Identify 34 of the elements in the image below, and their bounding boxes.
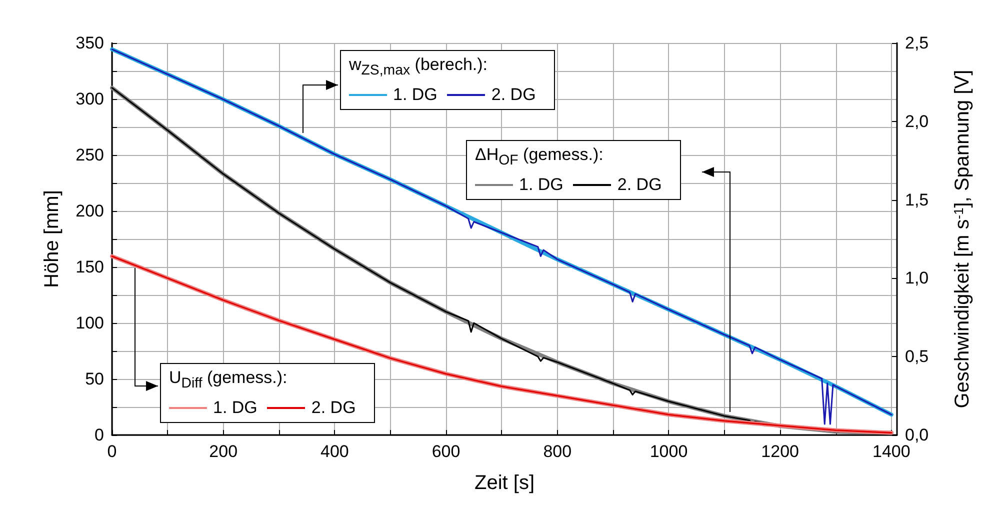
x-tick-label: 1000 bbox=[650, 442, 688, 461]
annotation: w$_{ZS,max}$ (berech.): bbox=[349, 54, 489, 80]
legend-label: 1. DG bbox=[393, 84, 438, 106]
y-tick-label: 300 bbox=[76, 90, 104, 108]
x-tick-label: 1200 bbox=[761, 442, 799, 461]
y-tick-label: 350 bbox=[76, 34, 104, 52]
y-tick-label: 150 bbox=[76, 258, 104, 276]
y2-tick-label: 0,0 bbox=[905, 426, 929, 444]
y2-tick-label: 0,5 bbox=[905, 347, 929, 366]
x-tick-label: 800 bbox=[543, 442, 572, 461]
x-tick-label: 200 bbox=[209, 442, 238, 461]
x-tick-label: 400 bbox=[320, 442, 349, 461]
y-tick-label: 0 bbox=[94, 426, 104, 444]
y-tick-label: 250 bbox=[76, 146, 104, 164]
legend-label: 2. DG bbox=[617, 174, 662, 196]
legend-label: 1. DG bbox=[213, 397, 258, 419]
annotation: U$_{Diff}$ (gemess.): bbox=[169, 367, 288, 394]
y2-tick-label: 2,0 bbox=[905, 112, 929, 131]
y2-axis-title: Geschwindigkeit [m s-1], Spannung [V] bbox=[951, 70, 974, 408]
legend-label: 2. DG bbox=[311, 397, 356, 419]
y2-tick-label: 1,0 bbox=[905, 268, 929, 288]
legend-label: 2. DG bbox=[491, 84, 536, 106]
x-tick-label: 1400 bbox=[872, 442, 910, 461]
x-axis-title: Zeit [s] bbox=[474, 472, 535, 494]
y-tick-label: 100 bbox=[76, 314, 104, 332]
y-tick-label: 200 bbox=[76, 202, 104, 220]
x-tick-label: 0 bbox=[107, 442, 117, 461]
annotation: ΔH$_{OF}$ (gemess.): bbox=[475, 144, 604, 170]
y2-tick-label: 2,5 bbox=[905, 34, 929, 52]
legend-label: 1. DG bbox=[519, 174, 564, 196]
y-tick-label: 50 bbox=[85, 370, 104, 388]
y-axis-title: Höhe [mm] bbox=[41, 190, 63, 288]
y2-tick-label: 1,5 bbox=[905, 190, 929, 210]
x-tick-label: 600 bbox=[432, 442, 460, 461]
